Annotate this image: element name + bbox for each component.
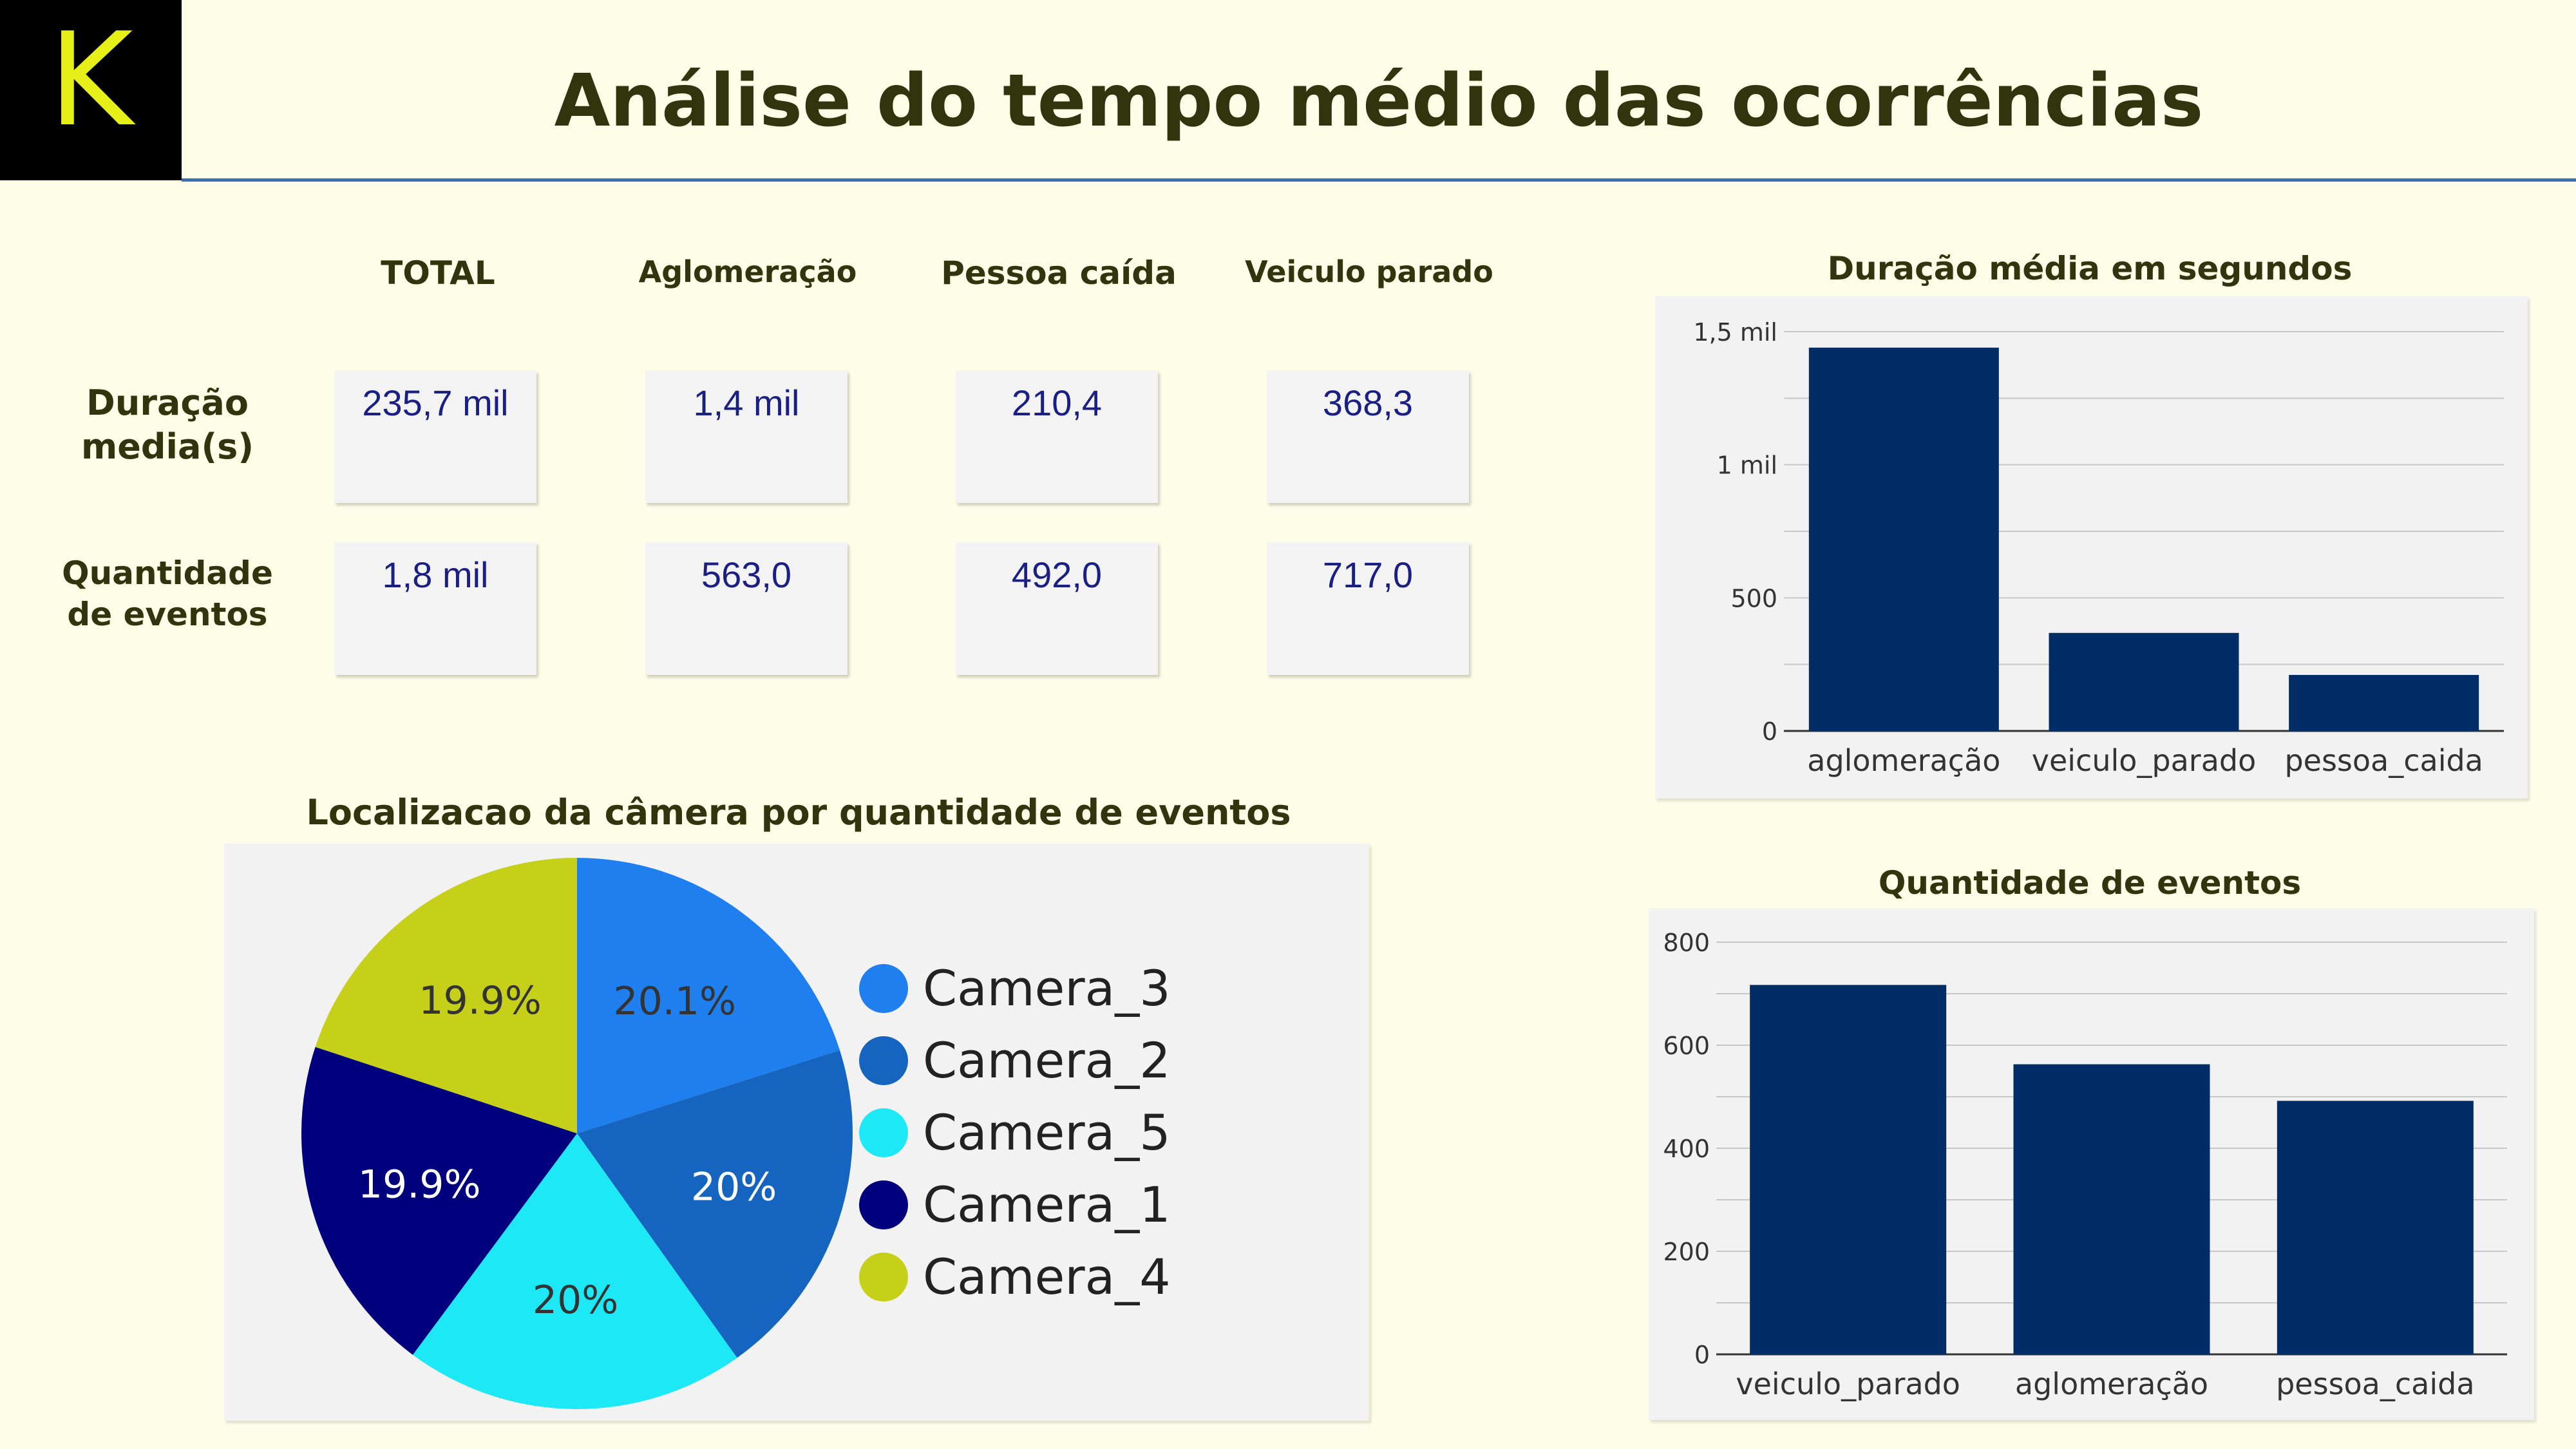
- scorecard-value: 235,7 mil: [362, 383, 509, 423]
- x-category-label: aglomeração: [1807, 743, 2000, 778]
- x-category-label: pessoa_caida: [2284, 743, 2483, 778]
- scorecard-value: 1,4 mil: [693, 383, 800, 423]
- pie-slice-label: 20%: [691, 1164, 777, 1209]
- column-header-pessoa-caida: Pessoa caída: [941, 254, 1177, 292]
- scorecard-value: 210,4: [1011, 383, 1103, 423]
- scorecard-duracao-aglomeracao: 1,4 mil: [645, 370, 848, 503]
- scorecard-value: 717,0: [1322, 554, 1414, 595]
- page-title: Análise do tempo médio das ocorrências: [554, 59, 2204, 143]
- x-category-label: veiculo_parado: [2032, 743, 2257, 778]
- legend-swatch: [859, 1108, 908, 1157]
- bar[interactable]: [1750, 985, 1947, 1354]
- camera-pie-chart: 20.1% 20% 20% 19.9% 19.9% Camera_3 Camera_2 Cam…: [301, 858, 1171, 1409]
- row-header-duracao: Duração media(s): [52, 381, 283, 469]
- y-tick-label: 600: [1663, 1032, 1710, 1060]
- pie-slice-camera-2[interactable]: [577, 1050, 853, 1358]
- scorecard-duracao-veiculo-parado: 368,3: [1267, 370, 1469, 503]
- row-header-quantidade-line1: Quantidade: [62, 554, 273, 592]
- duration-chart-title: Duração média em segundos: [1827, 250, 2353, 287]
- camera-pie-chart-title: Localizacao da câmera por quantidade de …: [306, 792, 1291, 833]
- header-divider: [182, 178, 2576, 182]
- logo-letter: K: [48, 5, 133, 155]
- pie-slice-camera-5[interactable]: [412, 1133, 737, 1409]
- y-tick-label: 200: [1663, 1238, 1710, 1266]
- row-header-duracao-line2: media(s): [81, 426, 254, 467]
- y-tick-label: 500: [1730, 584, 1777, 612]
- y-tick-label: 0: [1694, 1341, 1710, 1369]
- pie-slice-camera-3[interactable]: [577, 858, 840, 1133]
- pie-slice-label: 19.9%: [358, 1162, 481, 1208]
- pie-slice-label: 20.1%: [613, 979, 736, 1024]
- scorecard-quantidade-pessoa-caida: 492,0: [956, 542, 1158, 675]
- column-header-aglomeracao: Aglomeração: [638, 254, 857, 289]
- scorecard-value: 1,8 mil: [382, 554, 489, 595]
- camera-pie-chart-panel: 20.1% 20% 20% 19.9% 19.9% Camera_3 Camera_2 Cam…: [224, 844, 1369, 1421]
- scorecard-value: 368,3: [1322, 383, 1414, 423]
- scorecard-value: 563,0: [701, 554, 792, 595]
- x-category-label: pessoa_caida: [2276, 1367, 2474, 1401]
- x-category-label: aglomeração: [2015, 1367, 2208, 1401]
- pie-slice-label: 20%: [533, 1278, 618, 1323]
- scorecard-quantidade-aglomeracao: 563,0: [645, 542, 848, 675]
- y-tick-label: 800: [1663, 929, 1710, 957]
- bar[interactable]: [2289, 675, 2479, 731]
- pie-slice-label: 19.9%: [419, 978, 542, 1023]
- bar[interactable]: [1808, 347, 1999, 731]
- y-tick-label: 1,5 mil: [1693, 318, 1777, 346]
- row-header-duracao-line1: Duração: [86, 383, 249, 423]
- scorecard-duracao-total: 235,7 mil: [334, 370, 536, 503]
- legend-label: Camera_4: [923, 1248, 1171, 1305]
- count-chart-title: Quantidade de eventos: [1878, 864, 2302, 902]
- legend-label: Camera_1: [923, 1176, 1171, 1233]
- bar[interactable]: [2277, 1101, 2474, 1354]
- logo: K: [0, 0, 182, 180]
- legend-swatch: [859, 1253, 908, 1302]
- scorecard-value: 492,0: [1011, 554, 1103, 595]
- column-header-total: TOTAL: [381, 254, 495, 292]
- count-bar-chart-panel: 0 200 400 600 800 veiculo_parado aglomeração pe…: [1649, 908, 2534, 1420]
- column-header-veiculo-parado: Veiculo parado: [1245, 254, 1493, 289]
- scorecard-quantidade-total: 1,8 mil: [334, 542, 536, 675]
- y-tick-label: 1 mil: [1717, 451, 1777, 480]
- row-header-quantidade-line2: de eventos: [67, 596, 268, 633]
- legend-label: Camera_2: [923, 1032, 1171, 1089]
- y-tick-label: 0: [1762, 717, 1777, 746]
- legend-swatch: [859, 964, 908, 1013]
- x-category-label: veiculo_parado: [1736, 1367, 1960, 1401]
- duration-bar-chart: 0 500 1 mil 1,5 mil aglomeração veiculo_parad…: [1693, 318, 2504, 778]
- pie-slice-camera-1[interactable]: [301, 1046, 577, 1355]
- legend-label: Camera_5: [923, 1104, 1171, 1161]
- pie-slice-camera-4[interactable]: [315, 858, 577, 1133]
- duration-bar-chart-panel: 0 500 1 mil 1,5 mil aglomeração veiculo_parad…: [1655, 296, 2528, 799]
- legend-swatch: [859, 1036, 908, 1085]
- y-tick-label: 400: [1663, 1135, 1710, 1163]
- bar[interactable]: [2013, 1064, 2210, 1354]
- legend-swatch: [859, 1180, 908, 1229]
- scorecard-duracao-pessoa-caida: 210,4: [956, 370, 1158, 503]
- scorecard-quantidade-veiculo-parado: 717,0: [1267, 542, 1469, 675]
- bar[interactable]: [2049, 632, 2239, 731]
- legend-label: Camera_3: [923, 960, 1171, 1017]
- count-bar-chart: 0 200 400 600 800 veiculo_parado aglomeração pe…: [1663, 929, 2507, 1401]
- row-header-quantidade: Quantidade de eventos: [52, 553, 283, 635]
